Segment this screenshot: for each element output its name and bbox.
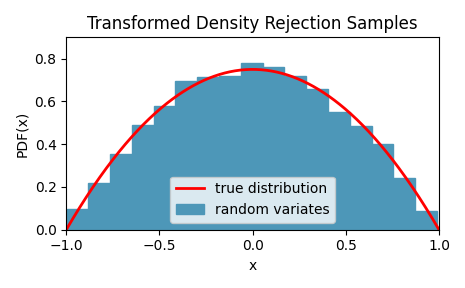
X-axis label: x: x: [248, 259, 257, 273]
Bar: [372, 144, 393, 230]
Bar: [110, 154, 132, 230]
true distribution: [64, 228, 69, 232]
Bar: [175, 81, 197, 230]
Bar: [393, 178, 415, 230]
true distribution: [243, 68, 248, 71]
Bar: [88, 183, 110, 230]
true distribution: [240, 68, 246, 71]
true distribution: [370, 134, 375, 137]
Legend: true distribution, random variates: true distribution, random variates: [170, 177, 335, 223]
Y-axis label: PDF(x): PDF(x): [15, 110, 29, 157]
Bar: [285, 75, 306, 230]
Bar: [415, 211, 437, 230]
Bar: [132, 125, 154, 230]
Bar: [350, 126, 372, 230]
Bar: [219, 76, 241, 230]
Line: true distribution: true distribution: [66, 69, 439, 230]
Bar: [306, 88, 328, 230]
true distribution: [266, 69, 272, 72]
Bar: [66, 209, 88, 230]
Bar: [154, 107, 175, 230]
Bar: [197, 77, 219, 230]
true distribution: [436, 228, 442, 232]
true distribution: [250, 68, 255, 71]
Bar: [263, 67, 285, 230]
true distribution: [286, 74, 292, 77]
Bar: [328, 112, 350, 230]
true distribution: [428, 214, 433, 218]
Bar: [241, 63, 263, 230]
Title: Transformed Density Rejection Samples: Transformed Density Rejection Samples: [87, 15, 418, 33]
